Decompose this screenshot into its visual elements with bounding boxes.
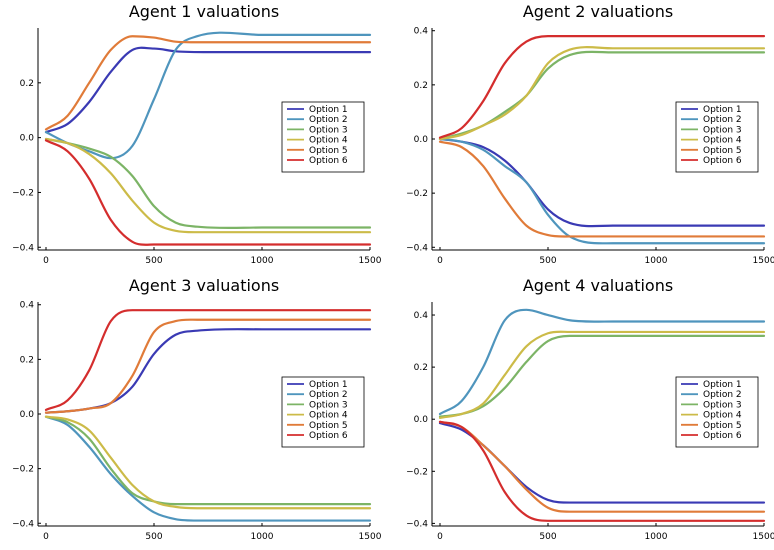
x-tick-label: 1500 <box>359 256 382 266</box>
y-tick-label: 0.2 <box>20 355 34 365</box>
y-tick-label: 0.2 <box>414 363 428 373</box>
y-tick-label: 0.2 <box>20 79 34 89</box>
legend-label: Option 3 <box>309 125 348 135</box>
legend-label: Option 5 <box>309 421 348 431</box>
legend-label: Option 1 <box>703 105 742 115</box>
legend-label: Option 4 <box>703 136 742 146</box>
x-tick-label: 0 <box>43 256 49 266</box>
legend-label: Option 3 <box>703 125 742 135</box>
series-line-option-1 <box>44 46 372 134</box>
x-tick-label: 0 <box>437 532 443 542</box>
y-tick-label: −0.2 <box>406 467 428 477</box>
y-tick-label: −0.4 <box>406 243 428 253</box>
series-line-option-2 <box>438 308 766 416</box>
legend-label: Option 2 <box>703 390 742 400</box>
legend-label: Option 2 <box>703 115 742 125</box>
series-line-option-4 <box>44 137 372 234</box>
legend-label: Option 6 <box>309 431 348 441</box>
y-tick-label: −0.4 <box>12 243 34 253</box>
x-tick-label: 0 <box>437 256 443 266</box>
series-line-option-4 <box>44 415 372 510</box>
x-tick-label: 500 <box>539 256 556 266</box>
y-tick-label: −0.2 <box>12 465 34 475</box>
y-tick-label: 0.0 <box>20 134 35 144</box>
series-line-option-1 <box>438 137 766 228</box>
y-tick-label: 0.0 <box>20 410 35 420</box>
series-line-option-4 <box>438 46 766 141</box>
legend-label: Option 2 <box>309 390 348 400</box>
y-tick-label: −0.4 <box>406 519 428 529</box>
x-tick-label: 1000 <box>251 256 274 266</box>
legend-label: Option 5 <box>703 146 742 156</box>
chart-title: Agent 1 valuations <box>129 2 279 21</box>
series-line-option-2 <box>438 137 766 245</box>
series-line-option-5 <box>438 140 766 238</box>
series-line-option-6 <box>44 309 372 411</box>
series-line-option-5 <box>44 35 372 131</box>
y-tick-label: 0.0 <box>414 415 429 425</box>
x-tick-label: 500 <box>539 532 556 542</box>
legend-label: Option 4 <box>309 411 348 421</box>
y-tick-label: −0.2 <box>12 188 34 198</box>
legend-label: Option 6 <box>703 431 742 441</box>
chart-title: Agent 2 valuations <box>523 2 673 21</box>
legend-label: Option 1 <box>309 380 348 390</box>
legend-label: Option 4 <box>309 136 348 146</box>
x-tick-label: 1500 <box>753 532 774 542</box>
series-line-option-6 <box>438 35 766 139</box>
chart-title: Agent 3 valuations <box>129 276 279 295</box>
legend-label: Option 6 <box>309 156 348 166</box>
legend-label: Option 3 <box>703 400 742 410</box>
legend-label: Option 6 <box>703 156 742 166</box>
y-tick-label: −0.4 <box>12 519 34 529</box>
legend-label: Option 5 <box>703 421 742 431</box>
chart-panel-4: Agent 4 valuations 0 500 1000 1500 −0.4 −0.2 0.… <box>406 276 774 542</box>
x-tick-label: 500 <box>145 532 162 542</box>
chart-panel-2: Agent 2 valuations 0 500 1000 1500 −0.4 −0.2 0.… <box>406 2 774 266</box>
x-tick-label: 1000 <box>645 532 668 542</box>
legend-label: Option 1 <box>703 380 742 390</box>
x-tick-label: 0 <box>43 532 49 542</box>
x-tick-label: 1500 <box>359 532 382 542</box>
y-tick-label: 0.4 <box>414 27 429 37</box>
y-tick-label: 0.4 <box>414 311 429 321</box>
chart-panel-3: Agent 3 valuations 0 500 1000 1500 −0.4 −0.2 0.… <box>12 276 382 542</box>
y-tick-label: 0.0 <box>414 135 429 145</box>
legend-box <box>675 101 759 173</box>
x-tick-label: 500 <box>145 256 162 266</box>
series-line-option-4 <box>438 330 766 420</box>
legend-label: Option 5 <box>309 146 348 156</box>
series-line-option-3 <box>44 137 372 230</box>
series-line-option-5 <box>44 318 372 414</box>
x-tick-label: 1000 <box>251 532 274 542</box>
legend-label: Option 1 <box>309 105 348 115</box>
chart-title: Agent 4 valuations <box>523 276 673 295</box>
x-tick-label: 1000 <box>645 256 668 266</box>
y-tick-label: 0.4 <box>20 301 35 311</box>
series-line-option-6 <box>44 139 372 246</box>
legend-label: Option 4 <box>703 411 742 421</box>
legend-label: Option 2 <box>309 115 348 125</box>
y-tick-label: 0.2 <box>414 81 428 91</box>
chart-panel-1: Agent 1 valuations 0 500 1000 1500 −0.4 −0.2 0.… <box>12 2 382 266</box>
y-tick-label: −0.2 <box>406 189 428 199</box>
legend-label: Option 3 <box>309 400 348 410</box>
series-line-option-6 <box>438 420 766 522</box>
x-tick-label: 1500 <box>753 256 774 266</box>
series-line-option-3 <box>44 415 372 506</box>
series-line-option-2 <box>44 415 372 522</box>
